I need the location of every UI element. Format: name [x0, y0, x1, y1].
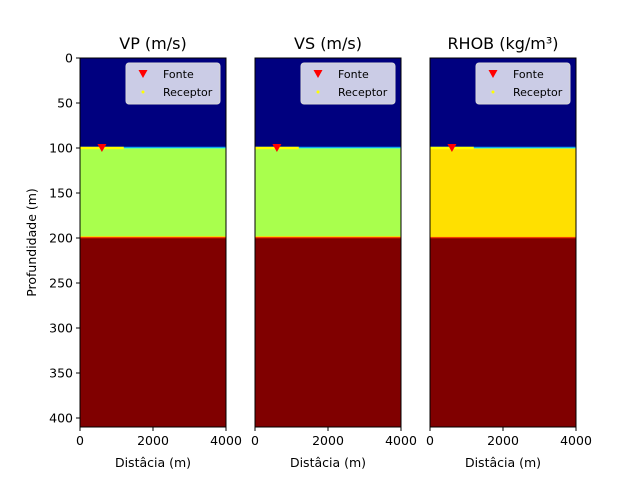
legend-box — [475, 62, 571, 105]
legend: Fonte Receptor — [300, 62, 396, 105]
x-tick-label: 2000 — [137, 433, 169, 448]
x-tick-label: 4000 — [385, 433, 417, 448]
panel-1: 0 2000 4000 VS (m/s) Distâcia (m) Fonte Recept… — [251, 34, 417, 470]
x-axis-label: Distâcia (m) — [290, 455, 366, 470]
legend-box — [125, 62, 221, 105]
legend-label-fonte: Fonte — [163, 68, 194, 81]
panel-title: RHOB (kg/m³) — [447, 34, 558, 53]
legend-label-fonte: Fonte — [513, 68, 544, 81]
y-tick-label: 0 — [65, 51, 73, 66]
x-tick-label: 2000 — [487, 433, 519, 448]
x-tick-label: 4000 — [210, 433, 242, 448]
y-tick-label: 400 — [49, 411, 73, 426]
legend-source-marker — [138, 70, 148, 78]
legend: Fonte Receptor — [475, 62, 571, 105]
y-tick-label: 100 — [49, 141, 73, 156]
legend-box — [300, 62, 396, 105]
legend-source-marker — [313, 70, 323, 78]
velocity-model-image — [255, 58, 401, 427]
x-axis-label: Distâcia (m) — [115, 455, 191, 470]
y-tick-label: 50 — [57, 96, 73, 111]
x-tick-label: 0 — [76, 433, 84, 448]
legend-label-fonte: Fonte — [338, 68, 369, 81]
x-tick-label: 4000 — [560, 433, 592, 448]
y-tick-label: 150 — [49, 186, 73, 201]
legend: Fonte Receptor — [125, 62, 221, 105]
y-tick-label: 200 — [49, 231, 73, 246]
x-tick-label: 2000 — [312, 433, 344, 448]
panel-2: 0 2000 4000 RHOB (kg/m³) Distâcia (m) Fonte Re… — [426, 34, 592, 470]
y-tick-label: 350 — [49, 366, 73, 381]
source-marker — [447, 144, 457, 152]
velocity-model-image — [80, 58, 226, 427]
y-axis-label: Profundidade (m) — [24, 188, 39, 297]
legend-source-marker — [488, 70, 498, 78]
source-marker — [272, 144, 282, 152]
x-tick-label: 0 — [251, 433, 259, 448]
panel-0: 0 2000 4000 0 50 100 150 200 250 300 350 400 VP (m/s… — [24, 34, 242, 470]
legend-label-receptor: Receptor — [513, 86, 563, 99]
y-tick-label: 250 — [49, 276, 73, 291]
y-tick-label: 300 — [49, 321, 73, 336]
panel-title: VP (m/s) — [119, 34, 186, 53]
legend-receiver-marker — [491, 90, 495, 94]
panel-title: VS (m/s) — [294, 34, 362, 53]
legend-receiver-marker — [141, 90, 145, 94]
legend-receiver-marker — [316, 90, 320, 94]
legend-label-receptor: Receptor — [163, 86, 213, 99]
velocity-model-image — [430, 58, 576, 427]
legend-label-receptor: Receptor — [338, 86, 388, 99]
x-axis-label: Distâcia (m) — [465, 455, 541, 470]
source-marker — [97, 144, 107, 152]
x-tick-label: 0 — [426, 433, 434, 448]
